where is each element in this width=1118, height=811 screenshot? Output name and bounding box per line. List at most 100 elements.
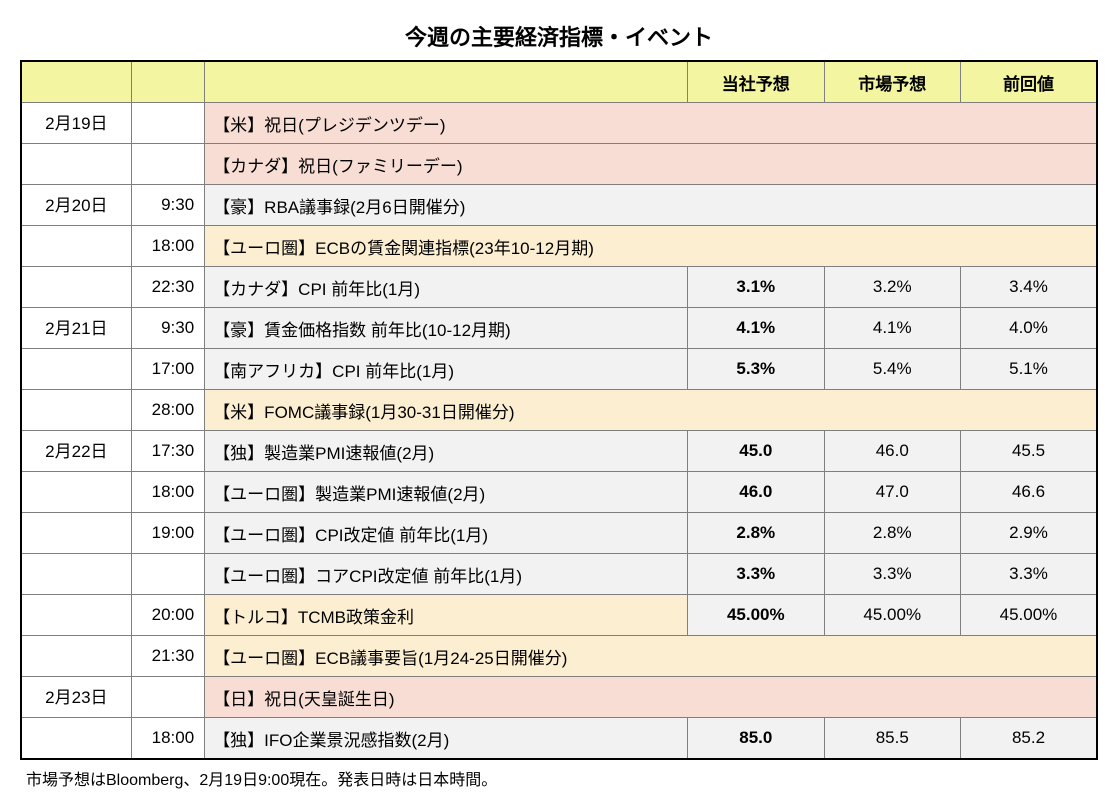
previous-cell: 3.4% — [960, 267, 1097, 308]
header-market-forecast: 市場予想 — [824, 61, 960, 103]
event-cell: 【ユーロ圏】コアCPI改定値 前年比(1月) — [205, 554, 688, 595]
market-forecast-cell: 3.3% — [824, 554, 960, 595]
time-cell — [131, 103, 204, 144]
previous-cell: 5.1% — [960, 349, 1097, 390]
date-cell: 2月20日 — [21, 185, 131, 226]
company-forecast-cell: 5.3% — [688, 349, 824, 390]
event-cell: 【米】祝日(プレジデンツデー) — [205, 103, 1097, 144]
date-cell — [21, 472, 131, 513]
company-forecast-cell: 45.00% — [688, 595, 824, 636]
date-cell: 2月22日 — [21, 431, 131, 472]
date-cell — [21, 513, 131, 554]
event-cell: 【ユーロ圏】CPI改定値 前年比(1月) — [205, 513, 688, 554]
footnote: 市場予想はBloomberg、2月19日9:00現在。発表日時は日本時間。 — [20, 766, 1098, 790]
table-row: 2月20日9:30【豪】RBA議事録(2月6日開催分) — [21, 185, 1097, 226]
table-row: 18:00【独】IFO企業景況感指数(2月)85.085.585.2 — [21, 718, 1097, 760]
market-forecast-cell: 85.5 — [824, 718, 960, 760]
date-cell — [21, 595, 131, 636]
time-cell: 9:30 — [131, 185, 204, 226]
time-cell — [131, 144, 204, 185]
time-cell: 21:30 — [131, 636, 204, 677]
time-cell: 28:00 — [131, 390, 204, 431]
market-forecast-cell: 2.8% — [824, 513, 960, 554]
time-cell — [131, 554, 204, 595]
page-title: 今週の主要経済指標・イベント — [20, 20, 1098, 52]
market-forecast-cell: 45.00% — [824, 595, 960, 636]
table-header-row: 当社予想 市場予想 前回値 — [21, 61, 1097, 103]
event-cell: 【ユーロ圏】製造業PMI速報値(2月) — [205, 472, 688, 513]
company-forecast-cell: 2.8% — [688, 513, 824, 554]
previous-cell: 4.0% — [960, 308, 1097, 349]
time-cell — [131, 677, 204, 718]
date-cell: 2月21日 — [21, 308, 131, 349]
previous-cell: 2.9% — [960, 513, 1097, 554]
table-row: 18:00【ユーロ圏】製造業PMI速報値(2月)46.047.046.6 — [21, 472, 1097, 513]
table-row: 2月21日9:30【豪】賃金価格指数 前年比(10-12月期)4.1%4.1%4… — [21, 308, 1097, 349]
date-cell — [21, 144, 131, 185]
indicators-table: 当社予想 市場予想 前回値 2月19日 【米】祝日(プレジデンツデー)【カナダ】祝… — [20, 60, 1098, 760]
market-forecast-cell: 47.0 — [824, 472, 960, 513]
date-cell — [21, 226, 131, 267]
previous-cell: 45.00% — [960, 595, 1097, 636]
table-row: 19:00【ユーロ圏】CPI改定値 前年比(1月)2.8%2.8%2.9% — [21, 513, 1097, 554]
time-cell: 18:00 — [131, 472, 204, 513]
table-row: 21:30【ユーロ圏】ECB議事要旨(1月24-25日開催分) — [21, 636, 1097, 677]
event-cell: 【カナダ】祝日(ファミリーデー) — [205, 144, 1097, 185]
table-row: 2月22日17:30【独】製造業PMI速報値(2月)45.046.045.5 — [21, 431, 1097, 472]
table-row: 20:00【トルコ】TCMB政策金利45.00%45.00%45.00% — [21, 595, 1097, 636]
header-previous: 前回値 — [960, 61, 1097, 103]
table-row: 28:00【米】FOMC議事録(1月30-31日開催分) — [21, 390, 1097, 431]
company-forecast-cell: 3.1% — [688, 267, 824, 308]
date-cell — [21, 636, 131, 677]
time-cell: 17:00 — [131, 349, 204, 390]
event-cell: 【米】FOMC議事録(1月30-31日開催分) — [205, 390, 1097, 431]
time-cell: 17:30 — [131, 431, 204, 472]
time-cell: 18:00 — [131, 718, 204, 760]
event-cell: 【カナダ】CPI 前年比(1月) — [205, 267, 688, 308]
previous-cell: 85.2 — [960, 718, 1097, 760]
table-row: 【カナダ】祝日(ファミリーデー) — [21, 144, 1097, 185]
table-row: 2月19日 【米】祝日(プレジデンツデー) — [21, 103, 1097, 144]
event-cell: 【トルコ】TCMB政策金利 — [205, 595, 688, 636]
time-cell: 22:30 — [131, 267, 204, 308]
previous-cell: 46.6 — [960, 472, 1097, 513]
company-forecast-cell: 3.3% — [688, 554, 824, 595]
company-forecast-cell: 45.0 — [688, 431, 824, 472]
date-cell: 2月19日 — [21, 103, 131, 144]
market-forecast-cell: 46.0 — [824, 431, 960, 472]
date-cell — [21, 390, 131, 431]
event-cell: 【独】IFO企業景況感指数(2月) — [205, 718, 688, 760]
market-forecast-cell: 4.1% — [824, 308, 960, 349]
time-cell: 19:00 — [131, 513, 204, 554]
date-cell — [21, 349, 131, 390]
economic-indicators-container: 今週の主要経済指標・イベント 当社予想 市場予想 前回値 2月19日 【米】祝日(… — [20, 20, 1098, 790]
event-cell: 【ユーロ圏】ECBの賃金関連指標(23年10-12月期) — [205, 226, 1097, 267]
event-cell: 【豪】賃金価格指数 前年比(10-12月期) — [205, 308, 688, 349]
table-row: 17:00【南アフリカ】CPI 前年比(1月)5.3%5.4%5.1% — [21, 349, 1097, 390]
table-body: 2月19日【米】祝日(プレジデンツデー)【カナダ】祝日(ファミリーデー)2月20… — [21, 103, 1097, 760]
header-time — [131, 61, 204, 103]
market-forecast-cell: 3.2% — [824, 267, 960, 308]
time-cell: 18:00 — [131, 226, 204, 267]
date-cell — [21, 267, 131, 308]
time-cell: 20:00 — [131, 595, 204, 636]
event-cell: 【独】製造業PMI速報値(2月) — [205, 431, 688, 472]
market-forecast-cell: 5.4% — [824, 349, 960, 390]
previous-cell: 3.3% — [960, 554, 1097, 595]
header-company-forecast: 当社予想 — [688, 61, 824, 103]
table-row: 18:00【ユーロ圏】ECBの賃金関連指標(23年10-12月期) — [21, 226, 1097, 267]
table-row: 22:30【カナダ】CPI 前年比(1月)3.1%3.2%3.4% — [21, 267, 1097, 308]
table-row: 2月23日【日】祝日(天皇誕生日) — [21, 677, 1097, 718]
previous-cell: 45.5 — [960, 431, 1097, 472]
event-cell: 【南アフリカ】CPI 前年比(1月) — [205, 349, 688, 390]
time-cell: 9:30 — [131, 308, 204, 349]
event-cell: 【ユーロ圏】ECB議事要旨(1月24-25日開催分) — [205, 636, 1097, 677]
date-cell — [21, 718, 131, 760]
company-forecast-cell: 46.0 — [688, 472, 824, 513]
event-cell: 【豪】RBA議事録(2月6日開催分) — [205, 185, 1097, 226]
header-date — [21, 61, 131, 103]
event-cell: 【日】祝日(天皇誕生日) — [205, 677, 1097, 718]
header-event — [205, 61, 688, 103]
company-forecast-cell: 85.0 — [688, 718, 824, 760]
table-row: 【ユーロ圏】コアCPI改定値 前年比(1月)3.3%3.3%3.3% — [21, 554, 1097, 595]
